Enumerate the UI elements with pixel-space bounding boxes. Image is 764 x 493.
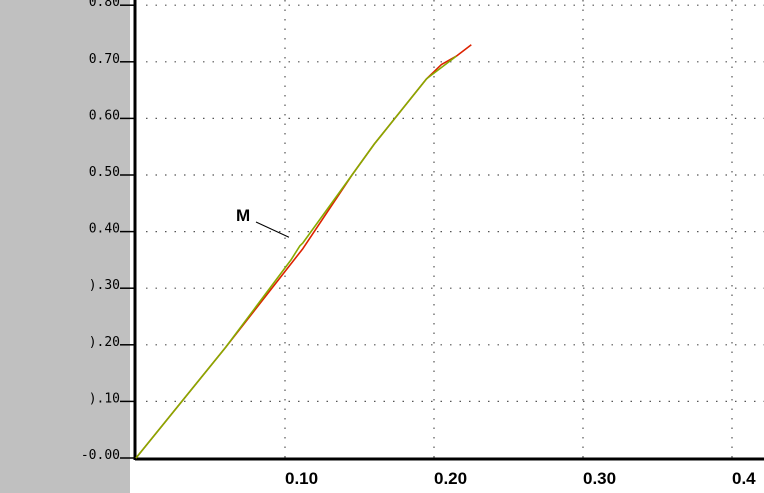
- y-tick-label: ).30: [89, 278, 120, 293]
- y-tick-label: 0.70: [89, 52, 120, 67]
- annotation-layer: M: [236, 206, 290, 238]
- x-tick-label: 0.4: [732, 469, 756, 488]
- grid-lines: [146, 0, 764, 458]
- y-tick-label: ).20: [89, 335, 120, 350]
- annotation-leader-line: [255, 221, 290, 238]
- plot-area-background: [130, 0, 764, 493]
- y-tick-label: 0.60: [89, 108, 120, 123]
- annotation-label: M: [236, 206, 250, 225]
- series-line-2: [135, 55, 457, 459]
- y-tick-label: 0.50: [89, 165, 120, 180]
- x-tick-label: 0.30: [583, 469, 616, 488]
- x-tick-label: 0.20: [434, 469, 467, 488]
- y-tick-label: 0.80: [89, 0, 120, 10]
- left-gray-panel: [0, 0, 130, 493]
- y-tick-label: ).10: [89, 391, 120, 406]
- axes: -0.00 ).10 ).20 ).30 0.40 0.50 0.60 0.70 0.80 0.1…: [81, 0, 764, 488]
- y-tick-label: -0.00: [81, 448, 120, 463]
- x-tick-label: 0.10: [285, 469, 318, 488]
- series-layer: [135, 44, 472, 459]
- y-tick-label: 0.40: [89, 222, 120, 237]
